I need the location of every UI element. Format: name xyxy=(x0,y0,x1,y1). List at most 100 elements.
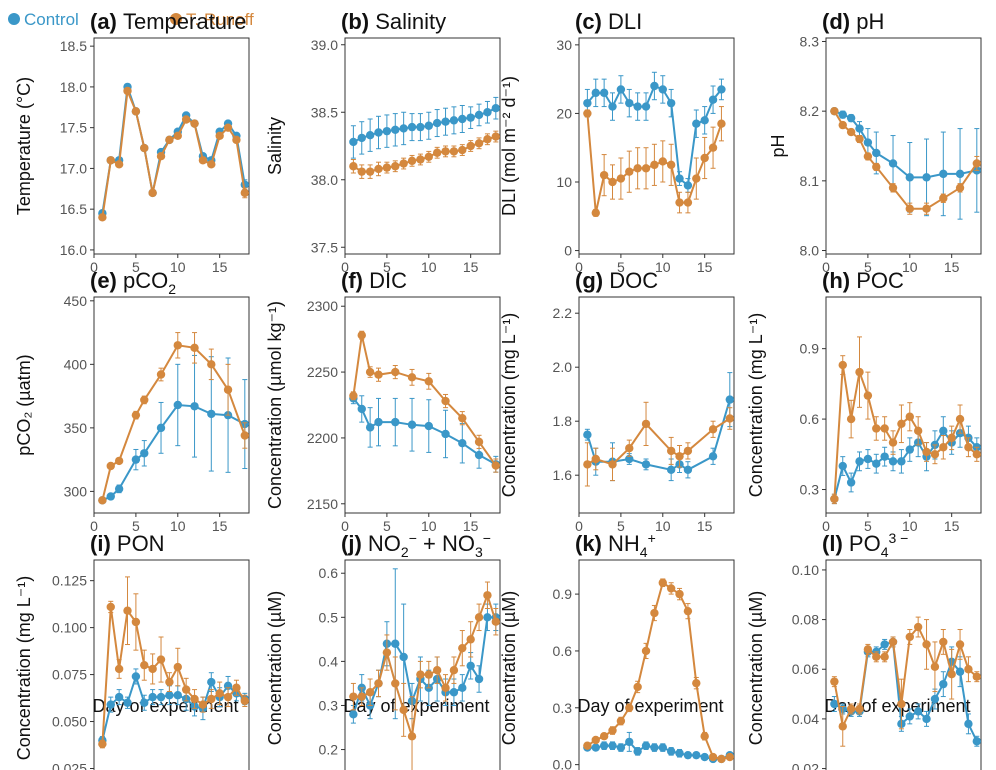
series-control xyxy=(349,96,501,159)
panel-title: (j) NO2− + NO3− xyxy=(341,530,491,560)
data-point xyxy=(863,391,873,400)
data-point xyxy=(173,662,182,672)
data-point xyxy=(708,752,718,762)
data-point xyxy=(616,743,626,752)
data-point xyxy=(650,81,659,91)
panel-tag: (j) xyxy=(341,531,368,556)
data-point xyxy=(416,122,425,132)
x-tick-label: 5 xyxy=(864,518,872,534)
data-point xyxy=(972,672,982,681)
y-tick-label: 0.100 xyxy=(52,620,87,636)
y-tick-label: 0.075 xyxy=(52,667,87,683)
data-point xyxy=(625,454,634,464)
data-point xyxy=(407,732,417,741)
data-point xyxy=(449,666,459,675)
plot-frame xyxy=(825,37,982,255)
data-point xyxy=(190,694,199,704)
data-point xyxy=(897,419,906,428)
data-point xyxy=(441,396,450,406)
data-point xyxy=(349,137,358,147)
data-point xyxy=(641,419,651,429)
data-point xyxy=(106,700,115,709)
panel-tag: (h) xyxy=(822,268,856,293)
panel-title-name: pCO xyxy=(123,268,168,293)
data-point xyxy=(399,159,408,168)
data-point xyxy=(717,119,726,128)
data-point xyxy=(939,679,948,689)
data-point xyxy=(365,423,375,432)
data-point xyxy=(939,426,948,436)
data-point xyxy=(964,443,973,452)
y-tick-label: 8.1 xyxy=(800,173,820,189)
data-point xyxy=(357,330,366,340)
y-tick-label: 0.6 xyxy=(800,411,820,427)
panel-tag: (f) xyxy=(341,268,369,293)
panel-k: (k) NH4+0510150.00.30.60.9Concentration … xyxy=(499,530,735,770)
data-point xyxy=(616,85,626,94)
data-point xyxy=(683,465,693,474)
panel-title-sup: + xyxy=(648,530,656,546)
data-point xyxy=(198,156,208,165)
data-point xyxy=(583,109,592,118)
data-point xyxy=(407,122,417,132)
data-point xyxy=(441,683,450,693)
data-point xyxy=(708,95,718,104)
data-point xyxy=(449,116,459,125)
panel-title: (k) NH4+ xyxy=(575,530,656,560)
x-tick-label: 10 xyxy=(421,518,437,534)
data-point xyxy=(466,113,475,122)
data-point xyxy=(666,160,676,170)
data-point xyxy=(641,102,651,111)
data-point xyxy=(641,646,651,656)
panel-a: (a) Temperature 0 5 10 15 16.0 16.5 17.0 17.5 18.… xyxy=(14,9,250,275)
data-point xyxy=(156,151,166,161)
data-point xyxy=(863,645,873,654)
data-point xyxy=(458,683,467,693)
y-tick-label: 0.02 xyxy=(792,761,819,770)
data-point xyxy=(432,666,442,675)
data-point xyxy=(599,741,609,750)
data-point xyxy=(905,204,914,213)
data-point xyxy=(955,640,965,649)
series-runoff xyxy=(583,401,735,487)
data-point xyxy=(458,114,467,124)
data-point xyxy=(123,86,132,96)
y-tick-label: 0.06 xyxy=(792,661,819,677)
y-tick-label: 0.2 xyxy=(319,742,339,758)
data-point xyxy=(633,102,642,111)
y-tick-label: 0.9 xyxy=(553,586,573,602)
panel-l: (l) PO43 −0510150.020.040.060.080.10Conc… xyxy=(746,530,982,770)
y-tick-label: 17.0 xyxy=(60,160,87,176)
data-point xyxy=(349,710,358,719)
data-point xyxy=(625,167,634,176)
data-point xyxy=(407,420,417,429)
panel-title-name: PON xyxy=(117,531,165,556)
plot-frame xyxy=(578,37,735,255)
y-tick-label: 0.08 xyxy=(792,612,819,628)
data-point xyxy=(666,465,676,474)
data-point xyxy=(955,667,965,676)
y-tick-label: 16.0 xyxy=(60,242,87,258)
data-point xyxy=(106,461,115,471)
data-point xyxy=(888,637,898,647)
panel-title: (e) pCO2 xyxy=(90,268,176,297)
x-tick-label: 10 xyxy=(170,518,186,534)
panel-title-name: Salinity xyxy=(375,9,446,34)
data-point xyxy=(863,454,873,464)
data-point xyxy=(181,115,191,124)
x-tick-label: 10 xyxy=(902,259,918,275)
y-axis-label: Concentration (µM) xyxy=(746,591,766,745)
x-tick-label: 15 xyxy=(463,259,479,275)
panel-title-name: DOC xyxy=(609,268,658,293)
data-point xyxy=(708,143,718,152)
data-point xyxy=(374,679,383,688)
panel-title-mid: + NO xyxy=(417,531,475,556)
data-point xyxy=(675,174,684,183)
data-point xyxy=(583,98,592,108)
y-tick-label: 0.9 xyxy=(800,341,820,357)
data-point xyxy=(675,749,684,758)
data-point xyxy=(880,640,889,649)
data-point xyxy=(148,664,157,674)
data-point xyxy=(683,606,693,616)
y-tick-label: 0.5 xyxy=(319,609,339,625)
